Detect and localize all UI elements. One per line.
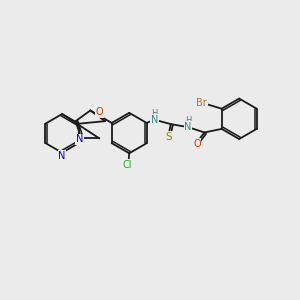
- Text: H: H: [151, 109, 158, 118]
- Text: N: N: [76, 134, 83, 144]
- Text: Cl: Cl: [123, 160, 133, 170]
- Text: H: H: [185, 116, 192, 125]
- Text: S: S: [165, 132, 172, 142]
- Text: Br: Br: [196, 98, 207, 108]
- Text: N: N: [151, 115, 158, 125]
- Text: N: N: [184, 122, 192, 132]
- Text: O: O: [193, 139, 201, 149]
- Text: N: N: [58, 151, 66, 160]
- Text: O: O: [95, 107, 103, 117]
